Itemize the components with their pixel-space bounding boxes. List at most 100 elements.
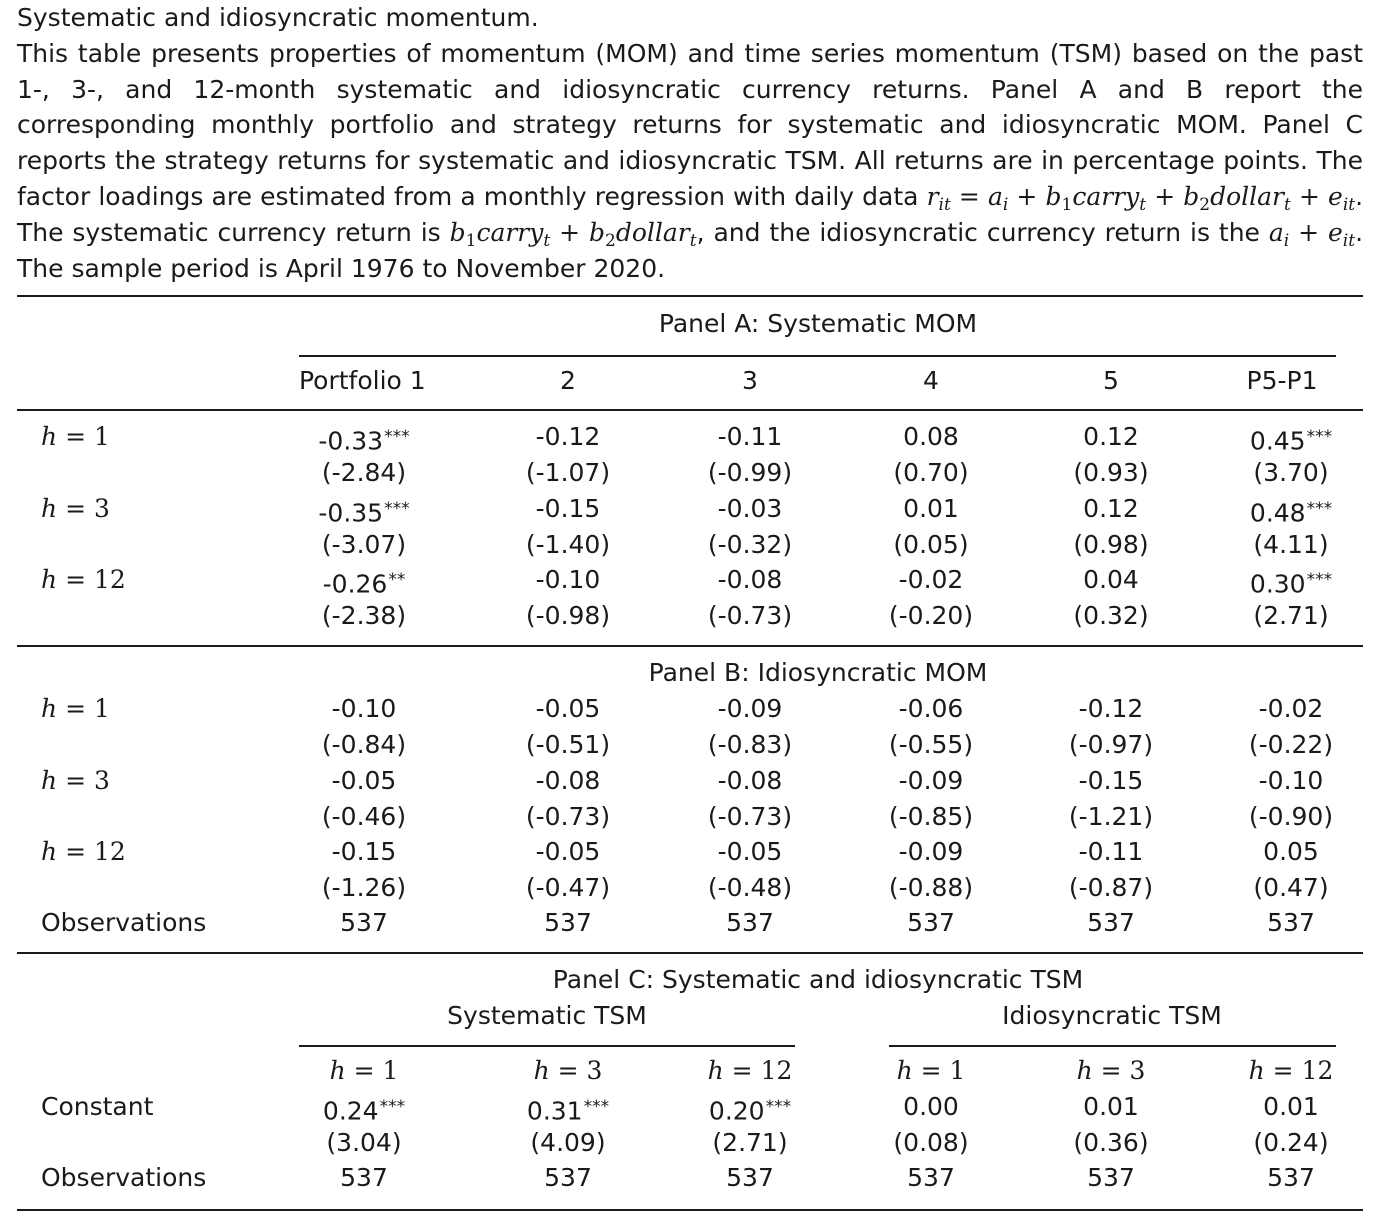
estimate-cell: 0.48*** <box>1250 494 1332 529</box>
estimate-cell: 0.12 <box>1083 494 1139 524</box>
estimate-cell: -0.10 <box>536 565 601 595</box>
observations-cell: 537 <box>726 1163 774 1192</box>
tstat-cell: (-0.99) <box>707 458 793 487</box>
tstat-cell: (-0.73) <box>707 601 793 630</box>
idiosyncratic-return-formula: ai + eit <box>1268 217 1356 251</box>
panel-c-divider <box>17 952 1363 954</box>
estimate-cell: -0.15 <box>1079 766 1144 796</box>
estimate-cell: 0.04 <box>1083 565 1139 595</box>
coefficient-value: -0.26 <box>322 569 388 599</box>
table-caption: Systematic and idiosyncratic momentum. T… <box>17 0 1363 286</box>
coefficient-value: -0.10 <box>1258 765 1324 795</box>
coefficient-value: -0.09 <box>898 765 964 795</box>
significance-stars: *** <box>379 1097 406 1117</box>
estimate-cell: -0.02 <box>1259 694 1324 724</box>
row-label-h12: h = 12 <box>41 837 126 866</box>
estimate-cell: -0.09 <box>899 766 964 796</box>
observations-cell: 537 <box>340 908 388 937</box>
column-header-rule <box>17 409 1363 411</box>
coefficient-value: 0.48 <box>1249 498 1306 528</box>
column-header: 3 <box>742 366 758 395</box>
panel-c-title: Panel C: Systematic and idiosyncratic TS… <box>552 965 1084 994</box>
tstat-cell: (4.09) <box>530 1128 606 1157</box>
tsm-column-h12: h = 12 <box>1248 1056 1334 1085</box>
estimate-cell: 0.01 <box>1263 1092 1319 1122</box>
estimate-cell: -0.05 <box>718 837 783 867</box>
estimate-cell: -0.09 <box>899 837 964 867</box>
estimate-cell: -0.02 <box>899 565 964 595</box>
estimate-cell: 0.12 <box>1083 422 1139 452</box>
coefficient-value: -0.15 <box>331 837 397 866</box>
estimate-cell: -0.15 <box>536 494 601 524</box>
coefficient-value: -0.08 <box>535 765 601 795</box>
coefficient-value: -0.12 <box>535 422 601 451</box>
tstat-cell: (-0.47) <box>525 873 611 902</box>
table-title: Systematic and idiosyncratic momentum. <box>17 3 539 32</box>
tstat-cell: (-1.40) <box>525 529 611 559</box>
tstat-cell: (-0.48) <box>707 873 793 902</box>
coefficient-value: -0.06 <box>898 694 964 723</box>
constant-label: Constant <box>41 1092 154 1121</box>
estimate-cell: -0.05 <box>332 766 397 796</box>
tstat-cell: (0.47) <box>1253 873 1329 902</box>
column-header: P5-P1 <box>1246 366 1318 395</box>
estimate-cell: -0.05 <box>536 694 601 724</box>
estimate-cell: -0.26** <box>323 565 406 600</box>
estimate-cell: -0.03 <box>718 494 783 524</box>
tstat-cell: (-0.22) <box>1248 730 1334 759</box>
coefficient-value: -0.35 <box>318 498 384 528</box>
estimate-cell: -0.11 <box>1079 837 1144 867</box>
estimate-cell: -0.12 <box>536 422 601 452</box>
estimate-cell: -0.35*** <box>318 494 409 529</box>
significance-stars: *** <box>1306 498 1333 519</box>
tstat-cell: (-0.84) <box>321 730 407 759</box>
tstat-cell: (3.04) <box>326 1128 402 1157</box>
tstat-cell: (0.36) <box>1073 1128 1149 1157</box>
observations-cell: 537 <box>907 1163 955 1192</box>
idiosyncratic-tsm-header: Idiosyncratic TSM <box>1002 1001 1222 1030</box>
coefficient-value: -0.08 <box>717 565 783 594</box>
coefficient-value: 0.00 <box>903 1092 959 1121</box>
estimate-cell: -0.06 <box>899 694 964 724</box>
tstat-cell: (-0.55) <box>888 730 974 759</box>
estimate-cell: 0.20*** <box>709 1092 791 1127</box>
coefficient-value: 0.12 <box>1083 422 1139 451</box>
tstat-cell: (-0.97) <box>1068 730 1154 759</box>
tstat-cell: (-0.73) <box>525 801 611 831</box>
coefficient-value: 0.12 <box>1083 493 1139 523</box>
estimate-cell: -0.10 <box>332 694 397 724</box>
coefficient-value: 0.20 <box>708 1096 765 1126</box>
estimate-cell: 0.30*** <box>1250 565 1332 600</box>
panel-b-title: Panel B: Idiosyncratic MOM <box>648 658 988 687</box>
tstat-cell: (-2.38) <box>321 601 407 630</box>
coefficient-value: 0.01 <box>1263 1092 1319 1121</box>
tsm-column-h3: h = 3 <box>1076 1056 1146 1085</box>
observations-cell: 537 <box>1087 908 1135 937</box>
coefficient-value: 0.30 <box>1249 569 1306 599</box>
tstat-cell: (-0.73) <box>707 801 793 831</box>
estimate-cell: -0.09 <box>718 694 783 724</box>
tstat-cell: (4.11) <box>1253 529 1329 559</box>
estimate-cell: -0.08 <box>718 565 783 595</box>
coefficient-value: -0.11 <box>717 422 783 451</box>
coefficient-value: -0.15 <box>1078 765 1144 795</box>
systematic-return-formula: b1carryt + b2dollart <box>449 217 697 251</box>
observations-label: Observations <box>41 908 207 937</box>
tstat-cell: (0.32) <box>1073 601 1149 630</box>
coefficient-value: 0.01 <box>903 493 959 523</box>
observations-cell: 537 <box>907 908 955 937</box>
observations-cell: 537 <box>340 1163 388 1192</box>
estimate-cell: -0.10 <box>1259 766 1324 796</box>
significance-stars: *** <box>583 1097 610 1117</box>
significance-stars: *** <box>1306 427 1333 447</box>
tsm-column-h1: h = 1 <box>329 1056 399 1085</box>
estimate-cell: -0.12 <box>1079 694 1144 724</box>
coefficient-value: -0.05 <box>535 837 601 866</box>
tstat-cell: (-0.98) <box>525 601 611 630</box>
table-description: This table presents properties of moment… <box>17 38 1364 283</box>
row-label-h1: h = 1 <box>41 694 110 723</box>
tstat-cell: (-0.46) <box>321 801 407 831</box>
tstat-cell: (-0.88) <box>888 873 974 902</box>
tstat-cell: (2.71) <box>712 1128 788 1157</box>
coefficient-value: -0.10 <box>331 694 397 723</box>
